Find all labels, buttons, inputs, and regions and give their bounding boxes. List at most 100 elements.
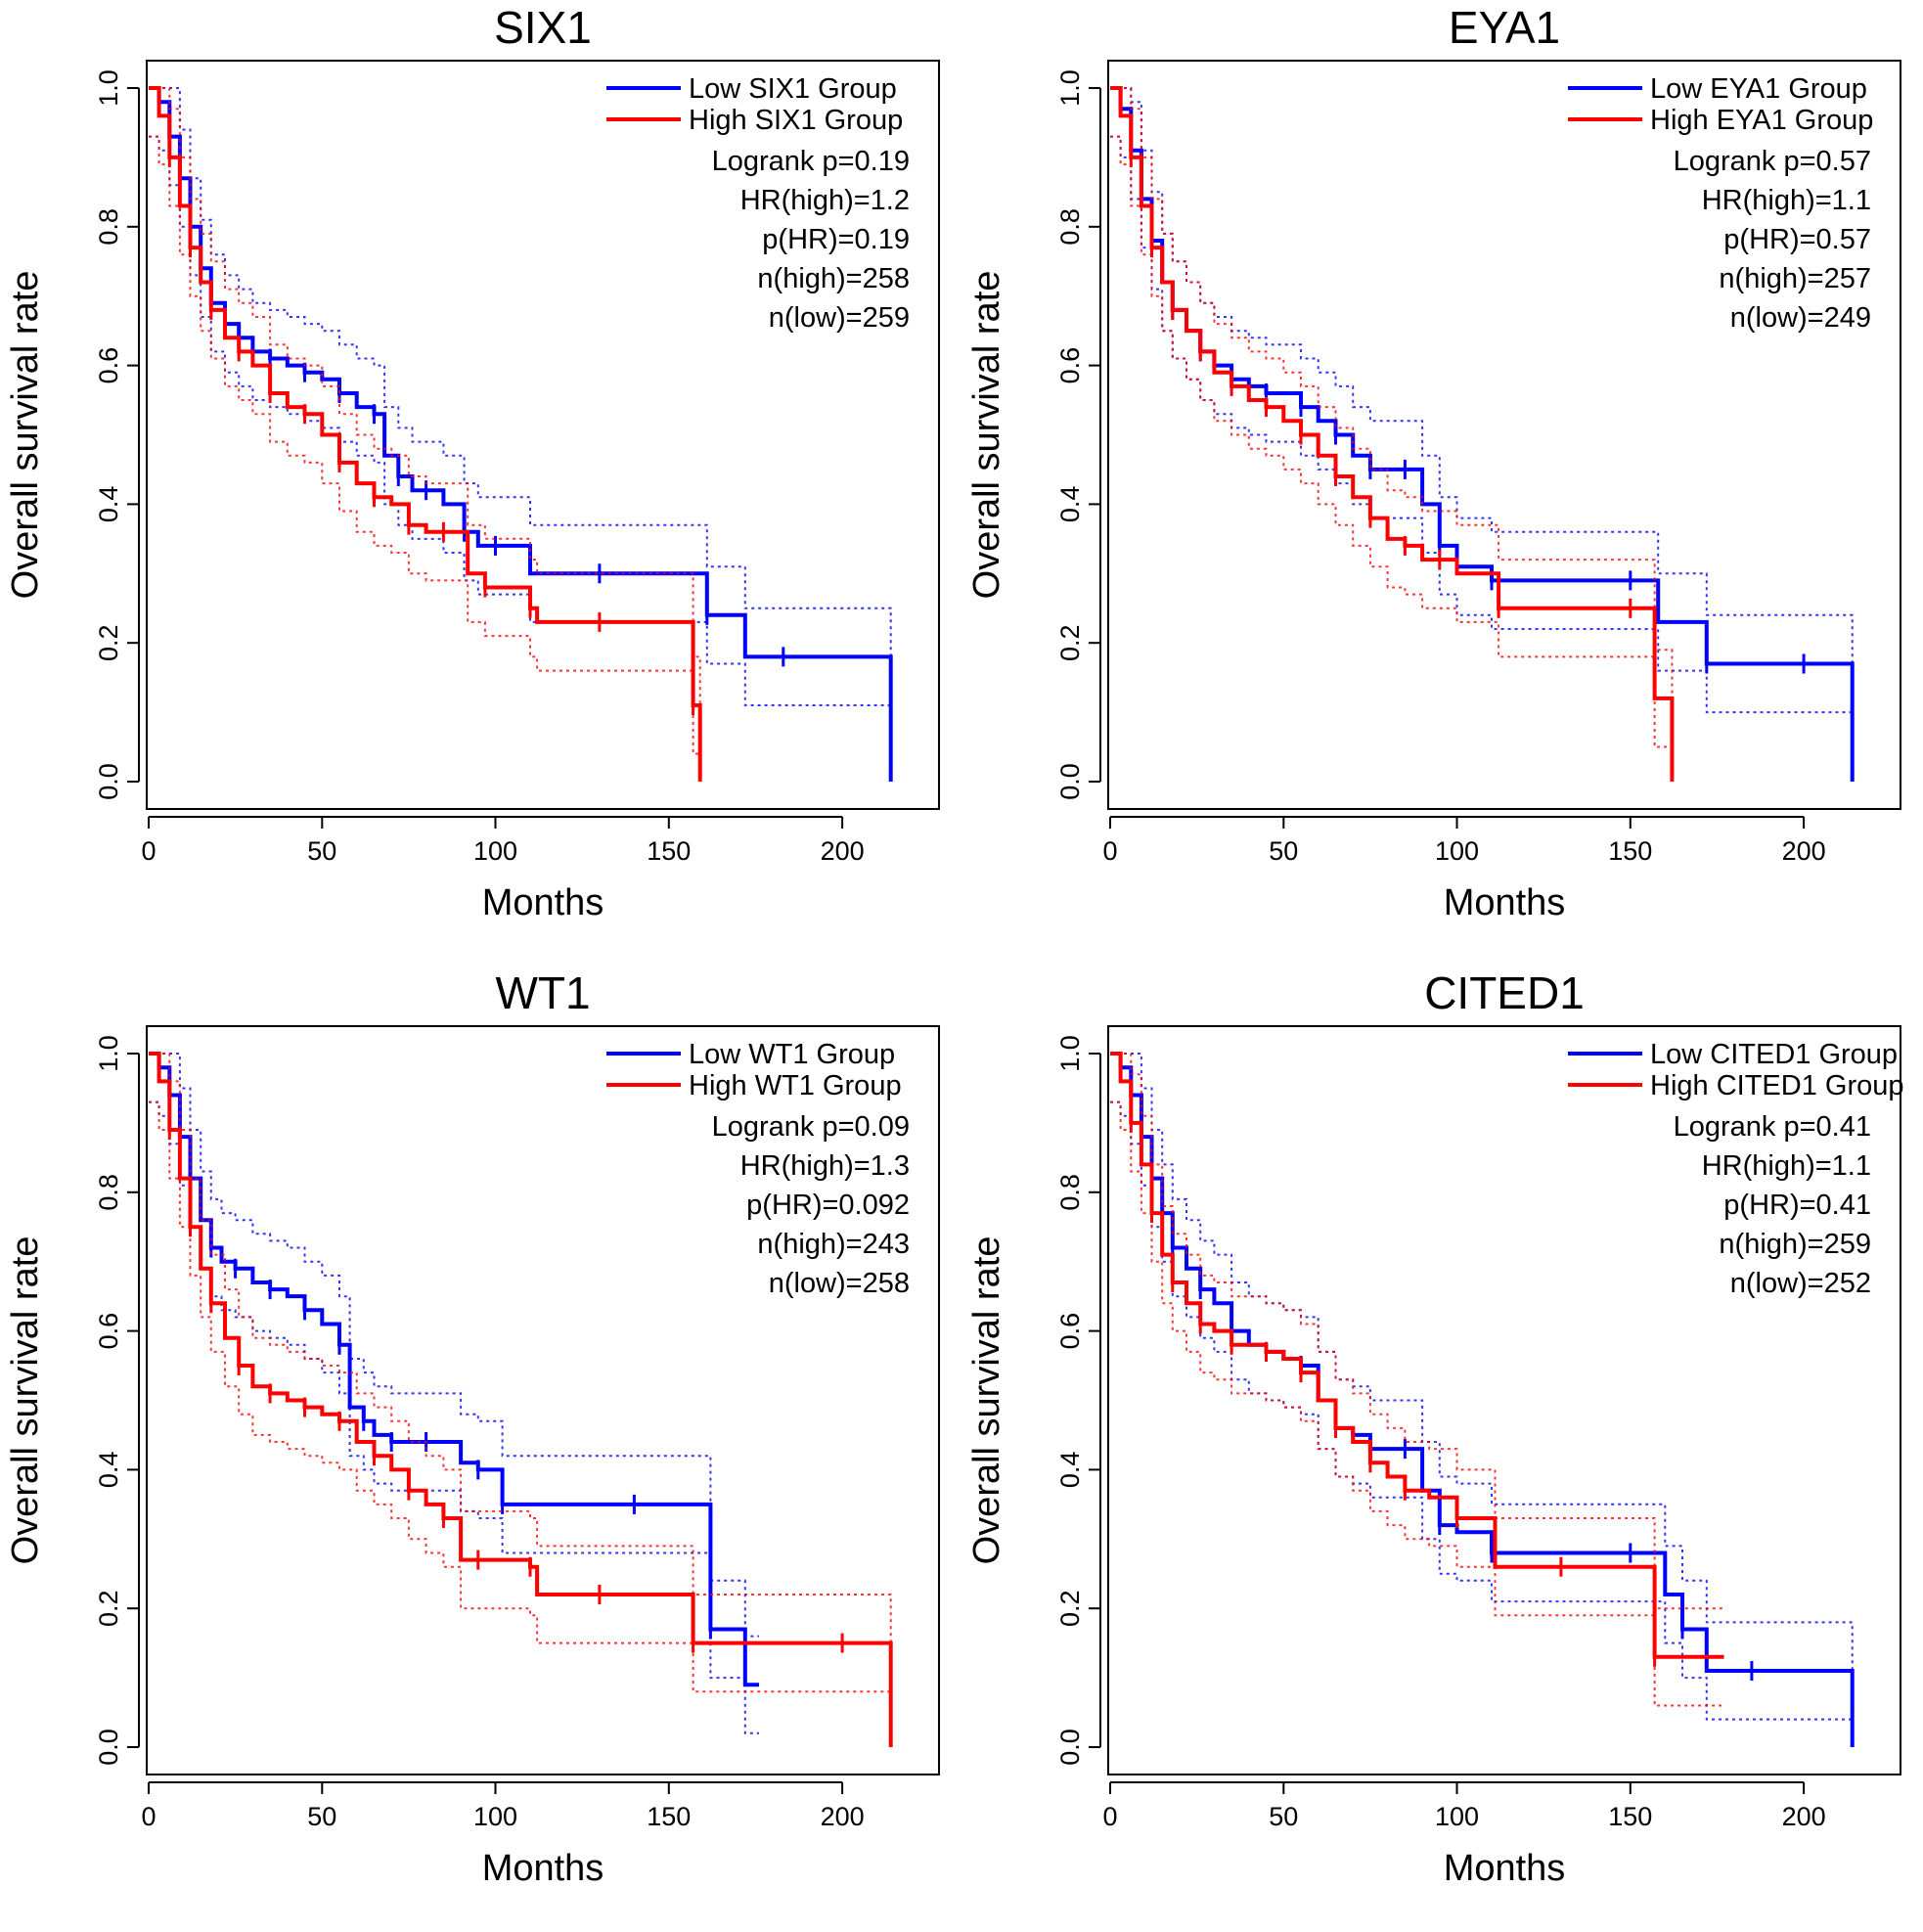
stat-annotation: p(HR)=0.19 <box>762 224 910 255</box>
x-tick-label: 0 <box>1102 1802 1117 1831</box>
y-tick-label: 1.0 <box>94 1035 123 1072</box>
x-axis-title: Months <box>482 882 604 923</box>
ci-lower-high-wt1 <box>149 1101 892 1747</box>
y-tick-label: 0.0 <box>1055 1729 1085 1766</box>
chart-title: WT1 <box>495 967 590 1018</box>
stat-annotation: HR(high)=1.1 <box>1702 1150 1871 1182</box>
x-tick-label: 100 <box>473 836 517 866</box>
stat-annotation: n(low)=249 <box>1730 302 1871 334</box>
y-tick-label: 0.4 <box>1055 1452 1085 1489</box>
ci-upper-low-six1 <box>149 87 892 734</box>
x-tick-label: 200 <box>1782 1802 1826 1831</box>
x-axis: 0 50 100 150 200 Months <box>141 816 865 923</box>
x-axis: 0 50 100 150 200 Months <box>1102 816 1826 923</box>
panel-cited1: CITED1 0 50 100 150 200 Months 0.0 0.2 0.4 0.6 0.8 1… <box>962 966 1923 1932</box>
stat-annotation: HR(high)=1.1 <box>1702 185 1871 216</box>
y-tick-label: 0.2 <box>1055 624 1085 661</box>
y-axis: 0.0 0.2 0.4 0.6 0.8 1.0 Overall survival rate <box>5 1035 140 1766</box>
chart-title: SIX1 <box>494 2 592 53</box>
ci-lower-high-eya1 <box>1110 135 1674 782</box>
chart-title: CITED1 <box>1424 967 1585 1018</box>
y-axis-title: Overall survival rate <box>966 271 1007 600</box>
stat-annotation: p(HR)=0.57 <box>1723 224 1871 255</box>
y-tick-label: 0.6 <box>1055 1313 1085 1350</box>
ci-lower-high-six1 <box>149 135 701 782</box>
y-tick-label: 0.6 <box>94 1313 123 1350</box>
stat-annotation: n(high)=259 <box>1719 1229 1871 1260</box>
x-tick-label: 0 <box>141 836 156 866</box>
plot-frame <box>1107 60 1901 810</box>
y-tick-label: 1.0 <box>1055 69 1085 107</box>
ci-upper-low-cited1 <box>1110 1053 1854 1699</box>
y-axis-title: Overall survival rate <box>5 271 46 600</box>
x-tick-label: 50 <box>307 1802 336 1831</box>
x-tick-label: 0 <box>141 1802 156 1831</box>
x-tick-label: 50 <box>307 836 336 866</box>
ci-lower-low-wt1 <box>149 1101 759 1734</box>
y-tick-label: 0.0 <box>94 763 123 800</box>
stat-annotation: HR(high)=1.2 <box>740 185 910 216</box>
ci-upper-high-wt1 <box>149 1053 892 1699</box>
x-axis: 0 50 100 150 200 Months <box>1102 1781 1826 1889</box>
stat-annotation: n(low)=259 <box>769 302 910 334</box>
y-axis: 0.0 0.2 0.4 0.6 0.8 1.0 Overall survival rate <box>5 69 140 800</box>
x-tick-label: 150 <box>1608 1802 1652 1831</box>
stat-annotation: n(high)=258 <box>757 263 910 294</box>
x-tick-label: 100 <box>1435 1802 1479 1831</box>
survival-curve-high-eya1 <box>1110 86 1675 782</box>
y-axis: 0.0 0.2 0.4 0.6 0.8 1.0 Overall survival rate <box>966 69 1101 800</box>
legend-label-low: Low WT1 Group <box>689 1039 895 1070</box>
km-chart-eya1: EYA1 0 50 100 150 200 Months 0.0 0.2 0.4 0.6 0.8 1.0… <box>966 2 1901 923</box>
ci-lower-low-eya1 <box>1110 135 1854 782</box>
panel-wt1: WT1 0 50 100 150 200 Months 0.0 0.2 0.4 0.6 0.8 1.0 O… <box>0 966 962 1932</box>
survival-curve-low-wt1 <box>149 1052 759 1687</box>
stat-annotation: HR(high)=1.3 <box>740 1150 910 1182</box>
plot-area <box>149 86 893 782</box>
survival-curve-high-six1 <box>149 86 702 782</box>
x-tick-label: 0 <box>1102 836 1117 866</box>
y-tick-label: 0.0 <box>94 1729 123 1766</box>
y-tick-label: 0.2 <box>1055 1590 1085 1627</box>
y-tick-label: 0.8 <box>94 208 123 246</box>
x-tick-label: 150 <box>647 836 691 866</box>
plot-area <box>149 1052 893 1747</box>
x-axis-title: Months <box>1444 1848 1566 1889</box>
chart-title: EYA1 <box>1449 2 1560 53</box>
x-tick-label: 150 <box>647 1802 691 1831</box>
y-tick-label: 0.2 <box>94 1590 123 1627</box>
y-tick-label: 0.0 <box>1055 763 1085 800</box>
x-tick-label: 200 <box>1782 836 1826 866</box>
y-axis-title: Overall survival rate <box>966 1236 1007 1565</box>
y-tick-label: 0.4 <box>1055 486 1085 523</box>
ci-upper-high-eya1 <box>1110 87 1674 734</box>
km-chart-six1: SIX1 0 50 100 150 200 Months 0.0 0.2 0.4 0.6 0.8 1.0… <box>5 2 940 923</box>
y-tick-label: 0.8 <box>1055 1174 1085 1211</box>
survival-curve-high-cited1 <box>1110 1052 1724 1659</box>
stat-annotation: Logrank p=0.57 <box>1674 146 1871 177</box>
plot-frame <box>1107 1025 1901 1775</box>
stat-annotation: n(high)=257 <box>1719 263 1871 294</box>
km-chart-wt1: WT1 0 50 100 150 200 Months 0.0 0.2 0.4 0.6 0.8 1.0 O… <box>5 967 940 1889</box>
y-tick-label: 1.0 <box>1055 1035 1085 1072</box>
stat-annotation: Logrank p=0.09 <box>712 1111 910 1143</box>
stat-annotation: n(high)=243 <box>757 1229 910 1260</box>
plot-area <box>1110 1052 1855 1747</box>
y-axis: 0.0 0.2 0.4 0.6 0.8 1.0 Overall survival rate <box>966 1035 1101 1766</box>
x-axis: 0 50 100 150 200 Months <box>141 1781 865 1889</box>
km-chart-cited1: CITED1 0 50 100 150 200 Months 0.0 0.2 0.4 0.6 0.8 1… <box>966 967 1904 1889</box>
y-tick-label: 0.4 <box>94 486 123 523</box>
panel-eya1: EYA1 0 50 100 150 200 Months 0.0 0.2 0.4 0.6 0.8 1.0… <box>962 0 1923 966</box>
y-tick-label: 0.8 <box>1055 208 1085 246</box>
stat-annotation: p(HR)=0.41 <box>1723 1190 1871 1221</box>
panel-six1: SIX1 0 50 100 150 200 Months 0.0 0.2 0.4 0.6 0.8 1.0… <box>0 0 962 966</box>
legend-label-low: Low CITED1 Group <box>1650 1039 1898 1070</box>
x-tick-label: 200 <box>821 1802 865 1831</box>
legend-label-high: High SIX1 Group <box>689 105 903 136</box>
y-tick-label: 0.6 <box>94 347 123 384</box>
x-tick-label: 100 <box>1435 836 1479 866</box>
y-tick-label: 0.8 <box>94 1174 123 1211</box>
x-tick-label: 50 <box>1269 836 1298 866</box>
